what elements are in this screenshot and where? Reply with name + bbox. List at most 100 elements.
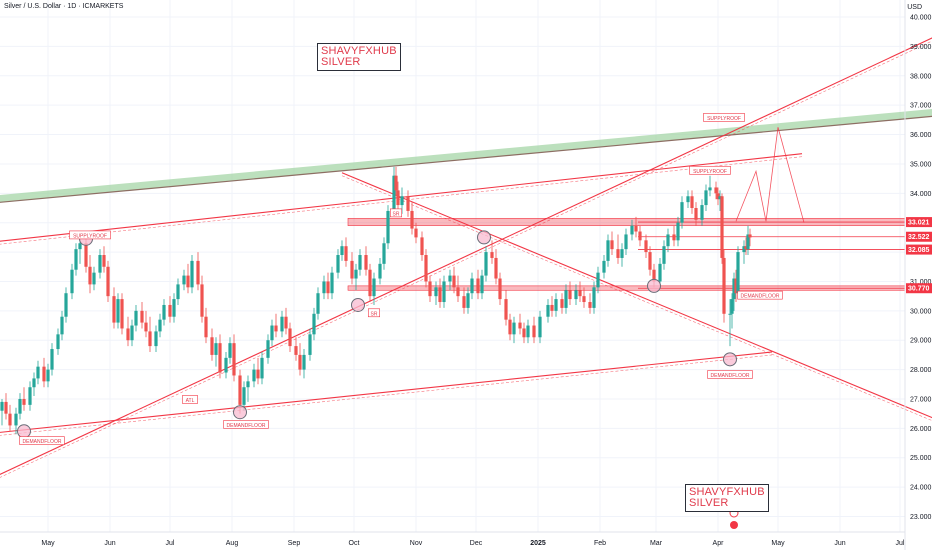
candle-body	[88, 266, 92, 285]
candle-body	[134, 310, 138, 326]
candle-body	[596, 272, 600, 288]
candle-body	[720, 196, 724, 258]
candle-body	[42, 366, 46, 382]
candle-body	[162, 304, 166, 320]
candle-body	[218, 343, 222, 373]
candle-body	[312, 313, 316, 335]
watermark-top: SHAVYFXHUB SILVER	[317, 43, 401, 71]
annotation-label: DEMANDFLOOR	[741, 294, 780, 300]
candle-body	[606, 240, 610, 261]
flag-icon	[730, 521, 738, 529]
candle-body	[734, 278, 738, 294]
price-tick-label: 31.000	[910, 279, 932, 286]
candle-body	[330, 272, 334, 294]
candle-body	[634, 225, 638, 232]
candle-body	[428, 281, 432, 297]
candle-body	[686, 196, 690, 203]
candle-body	[210, 337, 214, 355]
annotation-box	[389, 208, 402, 218]
candle-body	[64, 293, 68, 317]
annotation-box	[223, 420, 269, 429]
candle-body	[190, 260, 194, 288]
candle-body	[438, 287, 442, 303]
candle-body	[560, 299, 564, 308]
trend-line	[0, 351, 773, 433]
candle-body	[340, 246, 344, 256]
time-tick-label: Jun	[834, 540, 845, 547]
candle-body	[494, 257, 498, 279]
annotation-box	[182, 395, 198, 404]
touch-marker-circle	[647, 278, 661, 293]
candle-body	[4, 401, 8, 414]
candle-body	[204, 316, 208, 338]
watermark-line2: SILVER	[689, 497, 729, 509]
candle-body	[378, 263, 382, 279]
candle-body	[722, 257, 726, 314]
candle-body	[732, 278, 736, 300]
candle-body	[568, 290, 572, 300]
candle-body	[350, 260, 354, 279]
candle-body	[224, 357, 228, 373]
candle-body	[386, 210, 390, 244]
symbol-title[interactable]: Silver / U.S. Dollar · 1D · ICMARKETS	[4, 3, 124, 10]
candle-body	[630, 225, 634, 235]
candle-body	[344, 246, 348, 261]
annotation-box	[707, 370, 753, 379]
time-axis[interactable]: May Jun Jul Aug Sep Oct Nov Dec 2025 Feb Mar Apr May…	[0, 508, 905, 547]
candle-body	[70, 269, 74, 294]
candle-body	[144, 322, 148, 332]
time-tick-label: Jun	[104, 540, 115, 547]
touch-marker-circle	[17, 424, 31, 439]
candle-body	[498, 278, 502, 300]
candle-body	[242, 387, 246, 405]
candle-body	[112, 296, 116, 323]
price-axis[interactable]: 23.000 24.000 25.000 26.000 27.000 28.000 29.0…	[904, 0, 932, 550]
candle-body	[538, 316, 542, 338]
price-tag-box	[906, 244, 932, 255]
annotation-label: SR	[393, 211, 400, 217]
candle-body	[480, 275, 484, 294]
candle-body	[704, 190, 708, 206]
candle-body	[512, 322, 516, 335]
candle-body	[700, 205, 704, 220]
trend-line-dashed	[341, 175, 932, 421]
candle-body	[406, 196, 410, 211]
price-tag-box	[906, 231, 932, 242]
candle-body	[746, 234, 750, 250]
annotation-label: SR	[371, 311, 378, 317]
watermark-line2: SILVER	[321, 56, 361, 68]
candle-body	[280, 316, 284, 332]
candle-body	[582, 296, 586, 303]
time-tick-label: Apr	[713, 540, 725, 547]
candle-body	[8, 413, 12, 426]
annotation-label: SUPPLYROOF	[73, 233, 107, 239]
price-tick-label: 35.000	[910, 161, 932, 168]
candle-body	[232, 343, 236, 376]
candle-body	[116, 299, 120, 323]
annotation-box	[689, 165, 731, 175]
candle-body	[518, 322, 522, 329]
annotation-label: DEMANDFLOOR	[711, 373, 750, 379]
candle-body	[434, 287, 438, 297]
annotation-labels: SUPPLYROOF DEMANDFLOOR ATL DEMANDFLOOR SR SR S…	[19, 113, 783, 445]
touch-marker-circle	[351, 297, 365, 312]
candle-body	[130, 325, 134, 341]
candle-body	[308, 334, 312, 355]
price-tick-label: 24.000	[910, 485, 932, 492]
candle-body	[490, 252, 494, 258]
price-tag-label: 32.522	[908, 234, 930, 241]
annotation-box	[367, 308, 380, 318]
channel-band	[0, 109, 932, 203]
price-tick-label: 34.000	[910, 191, 932, 198]
candle-body	[588, 302, 592, 308]
candle-body	[456, 287, 460, 297]
annotation-box	[19, 436, 65, 445]
time-tick-label: Jul	[166, 540, 175, 547]
candle-body	[694, 208, 698, 220]
candle-body	[574, 290, 578, 300]
candle-body	[624, 234, 628, 250]
candle-body	[252, 369, 256, 382]
price-tick-label: 40.000	[910, 15, 932, 22]
